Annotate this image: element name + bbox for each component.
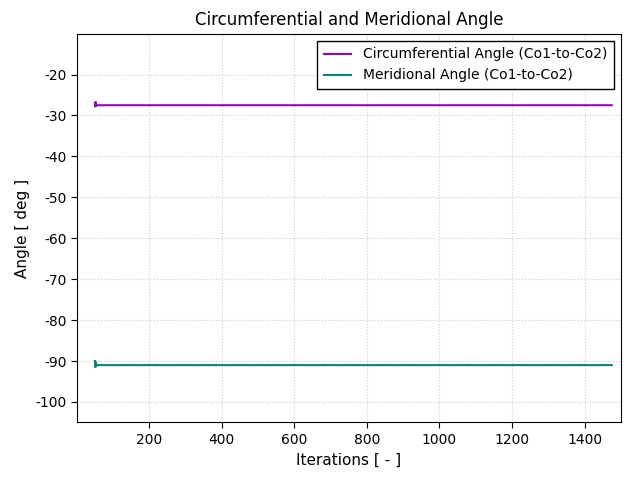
Circumferential Angle (Co1-to-Co2) <box>399 102 407 108</box>
Circumferential Angle (Co1-to-Co2) <box>92 99 99 105</box>
Y-axis label: Angle [ deg ]: Angle [ deg ] <box>15 179 29 277</box>
Legend: Circumferential Angle (Co1-to-Co2), Meridional Angle (Co1-to-Co2): Circumferential Angle (Co1-to-Co2), Meri… <box>317 40 614 89</box>
Line: Circumferential Angle (Co1-to-Co2): Circumferential Angle (Co1-to-Co2) <box>95 102 612 107</box>
Meridional Angle (Co1-to-Co2) <box>91 358 99 364</box>
Circumferential Angle (Co1-to-Co2) <box>494 102 502 108</box>
Title: Circumferential and Meridional Angle: Circumferential and Meridional Angle <box>195 11 503 29</box>
Meridional Angle (Co1-to-Co2) <box>262 362 269 368</box>
Meridional Angle (Co1-to-Co2) <box>435 362 442 368</box>
Circumferential Angle (Co1-to-Co2) <box>92 104 99 109</box>
Meridional Angle (Co1-to-Co2) <box>92 364 99 370</box>
Circumferential Angle (Co1-to-Co2) <box>493 102 501 108</box>
Meridional Angle (Co1-to-Co2) <box>202 362 210 368</box>
Meridional Angle (Co1-to-Co2) <box>493 362 500 368</box>
Meridional Angle (Co1-to-Co2) <box>399 362 407 368</box>
Meridional Angle (Co1-to-Co2) <box>608 362 616 368</box>
Meridional Angle (Co1-to-Co2) <box>494 362 502 368</box>
Circumferential Angle (Co1-to-Co2) <box>435 102 443 108</box>
Line: Meridional Angle (Co1-to-Co2): Meridional Angle (Co1-to-Co2) <box>95 361 612 367</box>
X-axis label: Iterations [ - ]: Iterations [ - ] <box>296 452 401 468</box>
Circumferential Angle (Co1-to-Co2) <box>203 102 211 108</box>
Circumferential Angle (Co1-to-Co2) <box>608 102 616 108</box>
Circumferential Angle (Co1-to-Co2) <box>262 102 270 108</box>
Circumferential Angle (Co1-to-Co2) <box>91 100 99 106</box>
